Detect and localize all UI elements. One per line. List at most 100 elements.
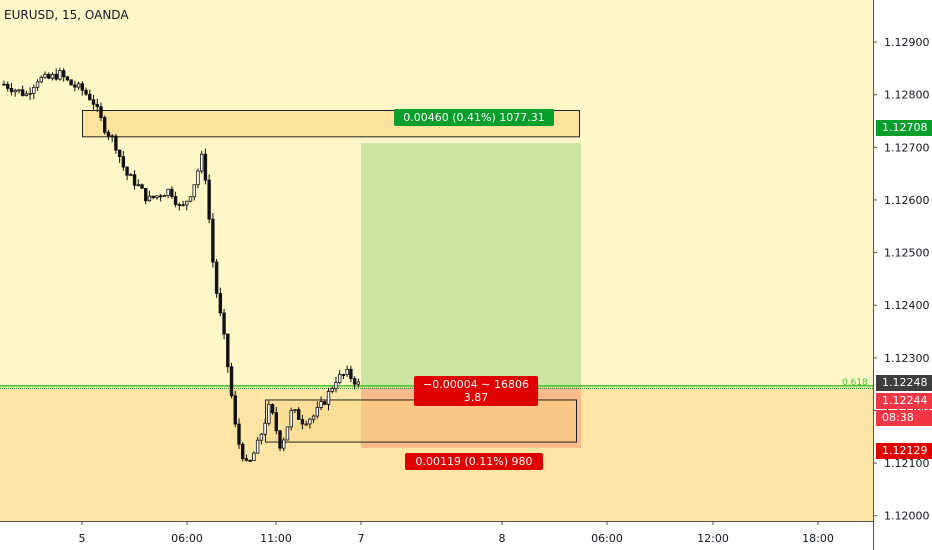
candle-body [181, 204, 185, 207]
symbol-title[interactable]: EURUSD, 15, OANDA [4, 8, 129, 22]
candle-body [289, 410, 293, 428]
bar-countdown-label: 08:38 [876, 410, 932, 426]
candle-body [20, 89, 25, 96]
candle-body [334, 382, 338, 389]
position-center-line1: −0.00004 ∼ 16806 [423, 378, 529, 391]
candle-body [9, 87, 14, 93]
candle-body [50, 73, 55, 79]
candle-body [125, 166, 129, 176]
candle-body [28, 92, 32, 95]
candle-body [282, 439, 286, 449]
candle-body [177, 204, 182, 206]
current-price-label: 1.12248 [876, 375, 932, 391]
candle-body [13, 89, 17, 93]
candle-body [203, 153, 208, 181]
candle-body [274, 412, 278, 432]
entry-price-label: 1.12244 [876, 393, 932, 409]
candle-body [144, 187, 148, 202]
time-tick-label: 5 [79, 532, 86, 545]
time-tick-label: 7 [358, 532, 365, 545]
candle-body [155, 195, 159, 198]
candle-body [69, 79, 73, 86]
target-info-text: 0.00460 (0.41%) 1077.31 [403, 111, 545, 124]
candle-body [229, 366, 234, 397]
price-tick-label: 1.12500 [884, 247, 930, 260]
time-tick-label: 8 [499, 532, 506, 545]
candle-body [95, 103, 99, 108]
candle-body [73, 84, 77, 88]
candle-body [349, 368, 353, 380]
candle-body [308, 418, 312, 425]
price-tick-label: 1.12000 [884, 510, 930, 523]
candle-body [162, 195, 167, 198]
candle-body [91, 99, 96, 105]
candle-body [323, 401, 327, 405]
candle-body [252, 452, 256, 462]
candle-body [24, 93, 29, 96]
candle-body [304, 423, 308, 426]
candle-body [54, 73, 58, 80]
candle-body [233, 395, 237, 425]
candle-body [39, 76, 43, 83]
candle-body [170, 188, 174, 197]
time-tick-label: 11:00 [260, 532, 292, 545]
target-info-box: 0.00460 (0.41%) 1077.31 [394, 109, 554, 126]
candle-body [293, 409, 297, 411]
candle-body [173, 196, 178, 205]
candle-body [140, 184, 144, 189]
time-tick-label: 06:00 [591, 532, 623, 545]
candle-body [341, 374, 346, 376]
candle-body [300, 419, 305, 425]
candle-body [65, 76, 70, 81]
candle-body [121, 156, 126, 168]
candle-body [129, 174, 133, 177]
candle-body [319, 401, 323, 408]
candle-body [196, 170, 200, 186]
candle-body [17, 89, 21, 92]
candle-body [43, 73, 47, 78]
candle-body [185, 200, 189, 206]
candle-body [6, 83, 10, 89]
candle-body [32, 86, 36, 94]
candle-body [356, 381, 361, 385]
candle-body [188, 196, 193, 202]
candle-body [326, 391, 331, 405]
candle-body [248, 460, 252, 462]
candle-body [255, 439, 260, 454]
candle-body [136, 184, 140, 187]
candle-body [278, 430, 282, 449]
candle-body [84, 89, 88, 95]
candle-body [337, 374, 342, 383]
support-zone-rect [265, 399, 577, 443]
candle-body [315, 407, 320, 417]
candle-body [132, 174, 137, 186]
price-tick-label: 1.12400 [884, 299, 930, 312]
price-tick-label: 1.12900 [884, 36, 930, 49]
position-center-box: −0.00004 ∼ 16806 3.87 [414, 376, 538, 406]
candle-body [47, 73, 51, 79]
candle-body [199, 153, 204, 172]
candle-body [296, 409, 301, 420]
candle-body [285, 426, 290, 441]
candle-body [259, 433, 264, 441]
candle-body [110, 135, 114, 138]
candle-body [103, 117, 107, 133]
candle-body [99, 106, 103, 118]
candle-body [352, 378, 357, 385]
price-tick-label: 1.12100 [884, 457, 930, 470]
candle-body [151, 195, 155, 198]
candle-body [270, 404, 275, 414]
position-center-line2: 3.87 [463, 391, 489, 404]
fib-level-label: 0.618 [842, 378, 868, 388]
candle-body [218, 293, 223, 314]
candle-body [311, 415, 316, 420]
stop-info-box: 0.00119 (0.11%) 980 [405, 453, 543, 470]
candle-body [345, 368, 349, 376]
candle-body [263, 422, 267, 435]
candle-body [192, 184, 196, 198]
candle-body [330, 388, 334, 392]
candle-body [35, 81, 40, 88]
candle-body [211, 218, 215, 263]
